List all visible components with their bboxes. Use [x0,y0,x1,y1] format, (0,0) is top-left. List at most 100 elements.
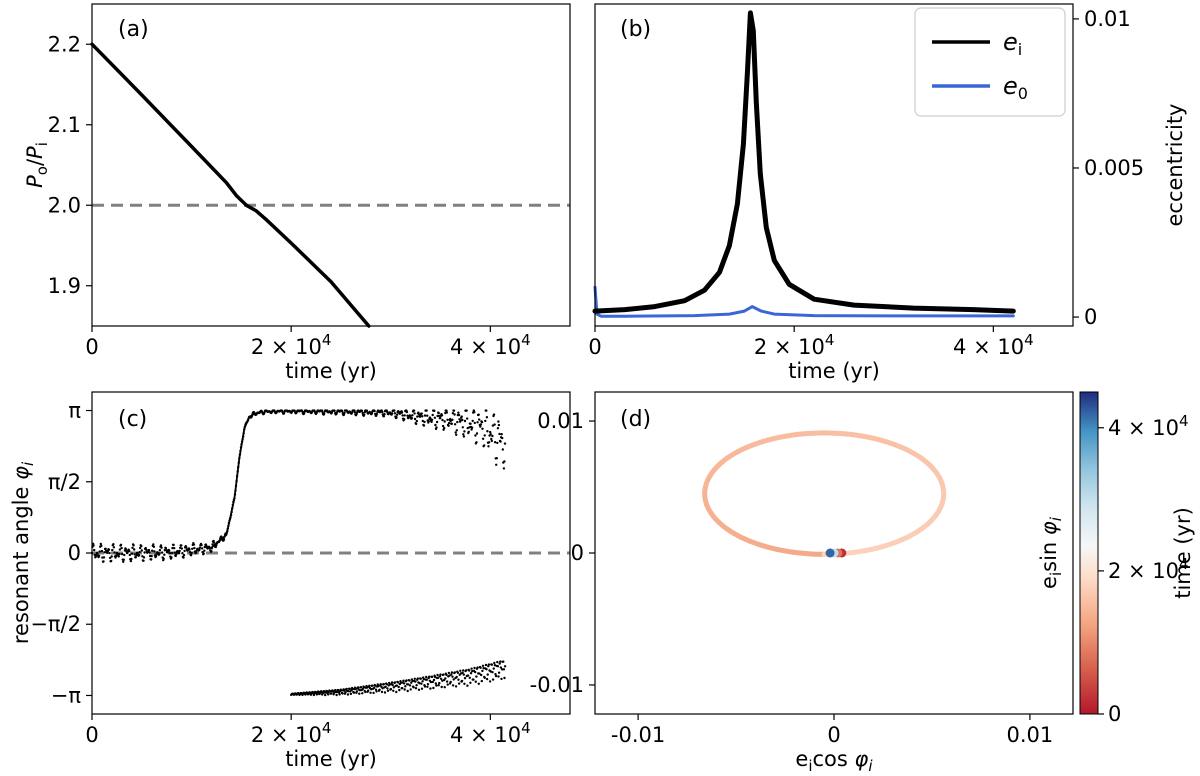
panel-c-point [416,677,419,680]
panel-c-point [375,412,378,416]
panel-c-point [171,546,174,550]
panel-c-point [203,549,206,552]
panel-c-point [398,688,401,692]
panel-d-xtick-label: 0.01 [1007,723,1054,747]
panel-d-trajectory [702,430,947,557]
panel-c-point [503,665,507,668]
panel-c-point [361,692,364,695]
panel-c-point [180,544,183,547]
panel-c-point [435,684,438,687]
panel-c-point [150,558,153,561]
panel-c-point [479,666,482,669]
colorbar-ticks: 0 2 × 104 4 × 104 [1098,412,1189,726]
panel-c-point [473,421,476,425]
panel-c-point [390,412,394,415]
panel-c-point [474,670,477,674]
panel-c-point [425,675,428,679]
panel-c-point [420,687,424,690]
panel-c-point [439,677,443,680]
panel-d-xtick-label: -0.01 [611,723,665,747]
panel-c-point [431,413,434,417]
panel-c-point [373,409,376,413]
panel-c-point [405,679,408,682]
panel-c-point [119,543,123,546]
panel-c-point [443,686,446,689]
panel-c-point [111,548,114,552]
panel-c-point [427,420,430,423]
panel-c-point [471,670,474,673]
panel-c-point [426,685,429,688]
panel-c-point [349,692,353,696]
panel-b-xtick-label: 4 × 104 [953,331,1034,359]
panel-c-point [160,546,163,549]
panel-c-point [452,678,455,681]
panel-c-point [420,682,423,685]
panel-c-point [152,545,156,548]
panel-c-point [352,691,356,694]
legend-box [914,7,1066,117]
panel-d-cluster-point [825,548,835,558]
panel-c-point [476,421,479,424]
panel-c-point [500,433,503,436]
colorbar-label: time (yr) [1171,507,1195,599]
panel-c-point [462,669,465,672]
panel-c-point [425,409,428,412]
panel-c-point [441,424,445,428]
panel-c-point [480,673,483,677]
panel-c-point [338,693,341,696]
panel-c-point [399,681,403,684]
panel-c-point [430,418,434,421]
panel-c-point [423,685,427,688]
panel-c-point [422,424,426,427]
panel-c-point [467,430,470,433]
panel-b-series-ei [592,10,1016,314]
panel-c-point [413,417,417,421]
panel-c-point [400,411,404,414]
panel-c-point [486,673,489,676]
panel-c-point [342,413,346,416]
panel-c-point [454,431,457,434]
panel-c-point [190,551,193,555]
panel-c-point [474,434,477,437]
panel-c-point [435,420,439,424]
panel-c-point [423,420,426,424]
panel-c-point [356,686,360,689]
panel-c-series-layer [90,409,570,697]
panel-c-point [442,673,445,676]
panel-c-point [386,687,389,690]
panel-d-xtick-label: 0 [827,723,840,747]
panel-c-point [347,690,350,693]
panel-a-xtick-label: 2 × 104 [251,331,332,359]
panel-b-xtick-label: 0 [588,335,601,359]
panel-c-point [460,415,463,418]
panel-c-point [487,445,490,448]
panel-c-point [117,555,121,558]
panel-c-point [107,548,111,551]
panel-c-point [162,557,165,560]
panel-c-point [93,548,96,552]
panel-c-point [359,686,363,689]
panel-c-point [500,677,503,681]
panel-c-point [346,693,350,696]
panel-c-point [455,433,458,436]
panel-c-point [461,671,464,674]
panel-c-point [448,674,451,677]
panel-c-point [433,409,436,413]
panel-c-point [158,548,162,552]
panel-a-series-layer [90,42,371,328]
panel-c-point [496,427,500,430]
panel-c-point [395,416,398,419]
panel-c-point [478,418,481,421]
panel-c-point [451,418,454,421]
panel-c-point [485,409,488,412]
panel-c-point [496,441,499,445]
panel-c-point [170,552,174,555]
panel-c-point [415,422,418,426]
panel-c-point [395,413,399,416]
panel-c-point [373,686,376,689]
panel-c-point [212,541,216,544]
colorbar-tick-label: 0 [1108,702,1121,726]
panel-c-point [145,548,148,551]
panel-c-point [379,683,382,686]
panel-c-ticks: 0 2 × 104 4 × 104 −π −π/2 0 π/2 π [30,399,530,747]
